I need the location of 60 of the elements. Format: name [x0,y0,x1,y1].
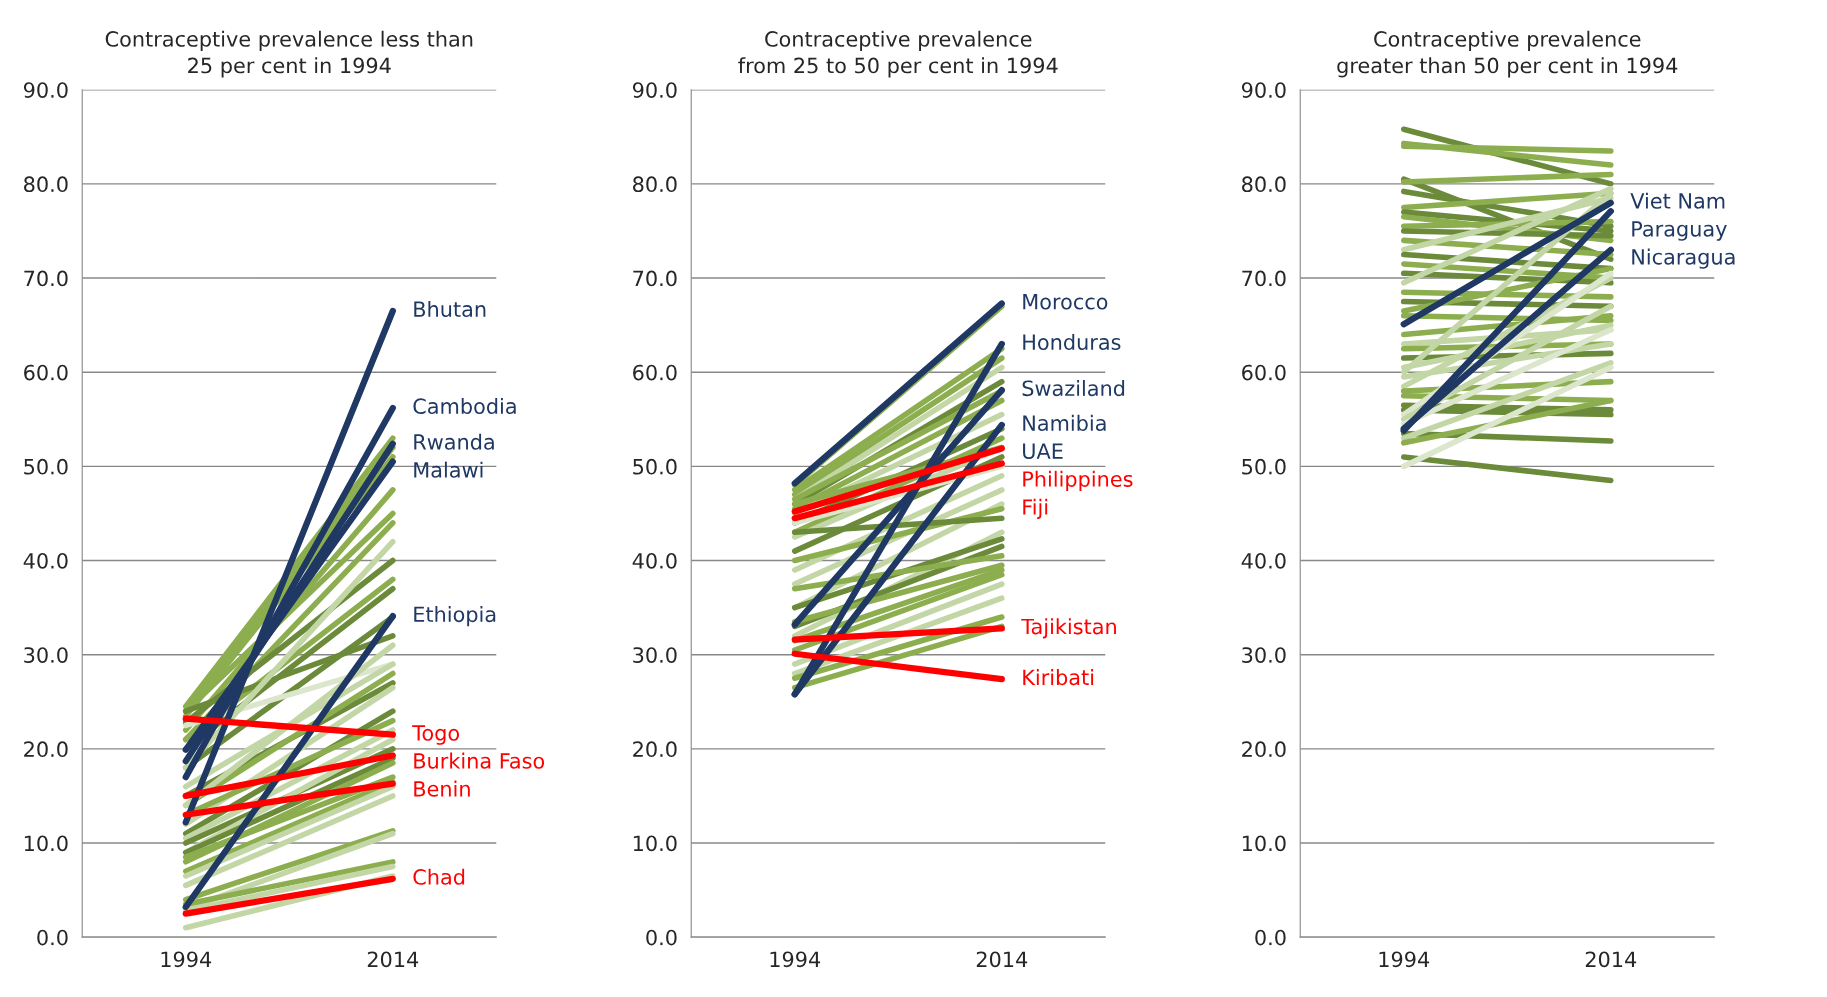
y-tick-label: 90.0 [632,82,677,98]
x-tick-label: 1994 [1379,951,1430,968]
y-tick-label: 80.0 [1242,176,1286,193]
y-tick-label: 20.0 [633,741,677,758]
y-tick-label: 70.0 [24,270,68,287]
y-tick-label: 0.0 [646,929,677,946]
series-label: Nicaragua [1632,248,1735,269]
series-label: Swaziland [1022,380,1125,397]
series-label: Togo [412,725,460,745]
series-label: Namibia [1023,414,1106,431]
y-tick-label: 70.0 [1242,270,1286,287]
y-tick-label: 50.0 [633,458,677,475]
y-tick-label: 40.0 [632,552,677,569]
series-label: Cambodia [413,397,516,415]
series-label: Rwanda [414,433,494,450]
chart-title: Contraceptive prevalence from 25 to 50 per cent in 1994 [738,30,1058,78]
y-tick-label: 40.0 [23,552,68,569]
x-tick-label: 1994 [770,951,821,968]
y-tick-label: 90.0 [23,82,68,98]
series-label: Burkina Faso [414,752,545,769]
y-tick-label: 50.0 [1242,458,1286,475]
x-tick-label: 2014 [976,951,1028,968]
annotation: UAE [1023,443,1063,459]
y-tick-label: 0.0 [37,929,68,946]
y-tick-label: 10.0 [24,835,68,852]
y-tick-label: 20.0 [24,741,68,758]
series-label: Tajikistan [1021,618,1116,639]
y-tick-label: 60.0 [633,364,677,381]
y-tick-label: 10.0 [1242,835,1286,852]
y-tick-label: 0.0 [1255,929,1286,946]
series-label: Paraguay [1632,221,1727,241]
y-tick-label: 30.0 [24,647,68,663]
y-tick-label: 30.0 [1242,647,1286,663]
chart-title: Contraceptive prevalence greater than 50 per cent in 1994 [1337,30,1678,78]
series-label: Malawi [414,461,483,478]
x-tick-label: 2014 [1585,951,1637,968]
y-tick-label: 70.0 [633,270,677,287]
y-tick-label: 60.0 [1242,364,1286,381]
y-tick-label: 20.0 [1242,741,1286,758]
series-label: Morocco [1023,294,1108,310]
y-tick-label: 30.0 [633,647,677,663]
series-label: Kiribati [1023,669,1094,686]
series-label: Chad [413,868,465,885]
y-tick-label: 90.0 [1241,82,1286,98]
series-label: Philippines [1023,470,1133,491]
x-tick-label: 1994 [161,951,212,968]
series-label: Ethiopia [414,606,496,627]
y-tick-label: 50.0 [24,458,68,475]
y-tick-label: 80.0 [24,176,68,193]
series-label: Fiji [1023,498,1048,519]
series-label: Bhutan [414,300,486,318]
y-tick-label: 60.0 [24,364,68,381]
y-tick-label: 10.0 [633,835,677,852]
chart-title: Contraceptive prevalence less than 25 per cent in 1994 [105,30,473,78]
x-tick-label: 2014 [367,951,419,968]
y-tick-label: 80.0 [633,176,677,193]
series-label: Honduras [1023,333,1121,351]
y-tick-label: 40.0 [1241,552,1286,569]
series-label: Viet Nam [1630,192,1725,209]
series-label: Benin [414,780,470,797]
